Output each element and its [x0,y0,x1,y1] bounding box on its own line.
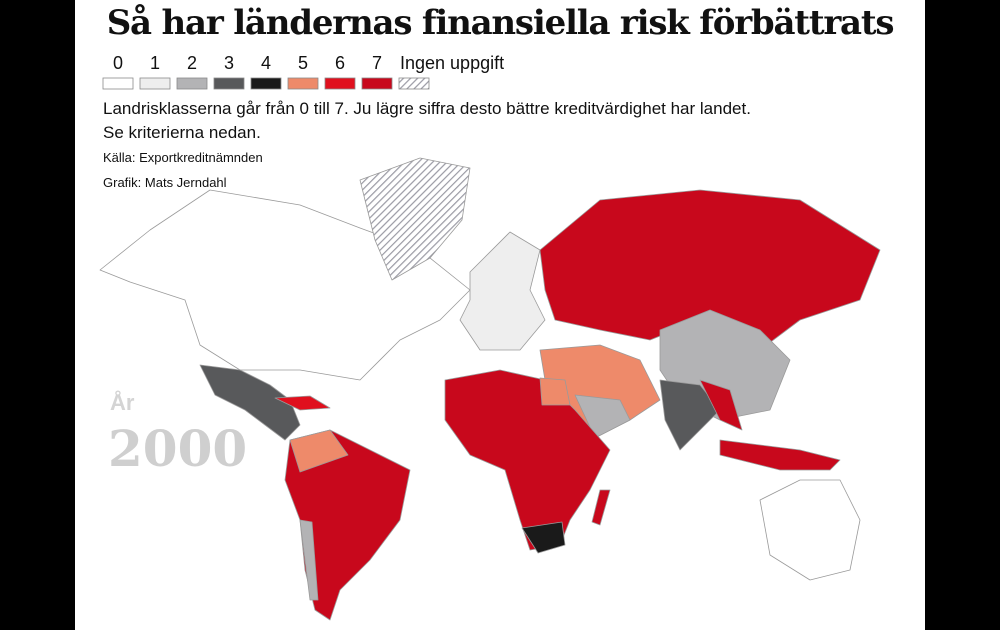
legend-label: 6 [335,53,345,73]
legend-swatch [176,77,208,90]
chile [299,519,319,601]
legend-swatch [324,77,356,90]
legend-swatch [250,77,282,90]
title: Så har ländernas finansiella risk förbät… [107,3,894,43]
central-america [199,364,301,441]
southeast-asia [699,379,743,431]
legend-swatch [398,77,430,90]
year-label: År [110,389,135,415]
south-america-north [289,429,349,473]
india [659,379,721,451]
year: 2000 [108,419,247,478]
legend-label: 4 [261,53,271,73]
indonesia [719,439,841,471]
arabia [574,394,631,439]
legend-swatch [213,77,245,90]
legend-label: Ingen uppgift [400,53,504,73]
legend-label: 7 [372,53,382,73]
description: Se kriterierna nedan. [103,123,261,142]
egypt [539,377,571,406]
australia [759,479,861,581]
world-map [99,157,881,621]
madagascar [591,489,611,526]
legend-swatch [139,77,171,90]
legend-swatch [287,77,319,90]
credit: Grafik: Mats Jerndahl [103,175,227,190]
caribbean [274,395,331,411]
legend-label: 0 [113,53,123,73]
legend: 0 1 2 3 4 5 6 7 Ingen uppgift [102,53,504,90]
europe [459,231,546,351]
source: Källa: Exportkreditnämnden [103,150,263,165]
legend-label: 5 [298,53,308,73]
legend-swatch [102,77,134,90]
description: Landrisklasserna går från 0 till 7. Ju l… [103,99,751,118]
greenland [359,157,471,281]
south-africa [521,521,566,554]
legend-label: 2 [187,53,197,73]
russia [539,189,881,351]
legend-label: 1 [150,53,160,73]
legend-label: 3 [224,53,234,73]
legend-swatch [361,77,393,90]
